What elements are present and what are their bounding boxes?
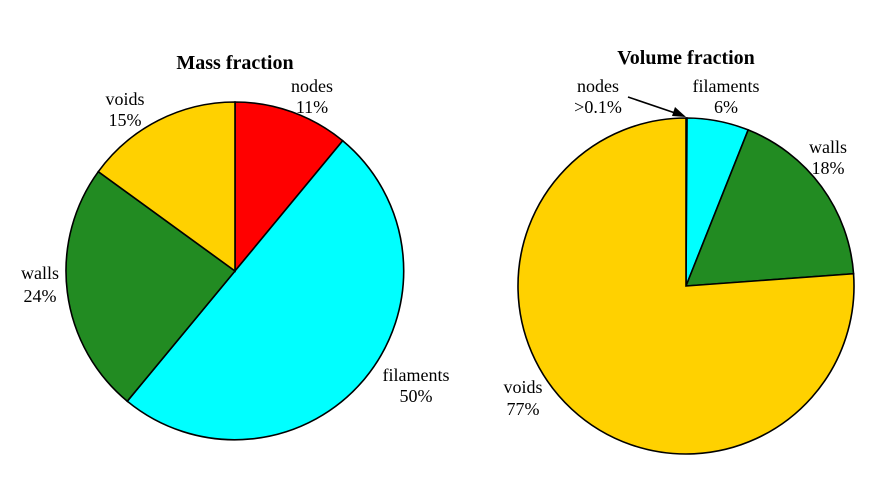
slice-percent-voids: 15% bbox=[109, 110, 142, 130]
volume-chart-title: Volume fraction bbox=[617, 47, 755, 69]
slice-label-filaments: filaments bbox=[383, 365, 450, 385]
slice-percent-nodes: >0.1% bbox=[574, 97, 622, 117]
slice-percent-nodes: 11% bbox=[296, 97, 328, 117]
slice-percent-filaments: 50% bbox=[400, 386, 433, 406]
slice-label-nodes: nodes bbox=[291, 76, 333, 96]
slice-label-walls: walls bbox=[21, 263, 59, 283]
mass-chart-title: Mass fraction bbox=[176, 52, 293, 74]
slice-label-voids: voids bbox=[503, 377, 542, 397]
pie-slice-walls bbox=[684, 128, 855, 287]
slice-percent-filaments: 6% bbox=[714, 97, 738, 117]
slice-percent-walls: 18% bbox=[812, 158, 845, 178]
slice-percent-walls: 24% bbox=[24, 286, 57, 306]
pie-slice-voids bbox=[517, 117, 855, 455]
pie-slice-walls bbox=[65, 170, 237, 403]
slice-label-walls: walls bbox=[809, 137, 847, 157]
slice-label-nodes: nodes bbox=[577, 76, 619, 96]
slice-label-filaments: filaments bbox=[693, 76, 760, 96]
pie-slice-nodes bbox=[234, 101, 344, 274]
nodes-pointer-arrowhead bbox=[672, 107, 686, 117]
pie-slice-filaments bbox=[126, 139, 405, 441]
volume-pie-slices bbox=[517, 117, 855, 455]
slice-label-voids: voids bbox=[105, 89, 144, 109]
pie-slice-voids bbox=[97, 101, 236, 273]
mass-pie-slices bbox=[65, 101, 405, 441]
slice-percent-voids: 77% bbox=[507, 399, 540, 419]
